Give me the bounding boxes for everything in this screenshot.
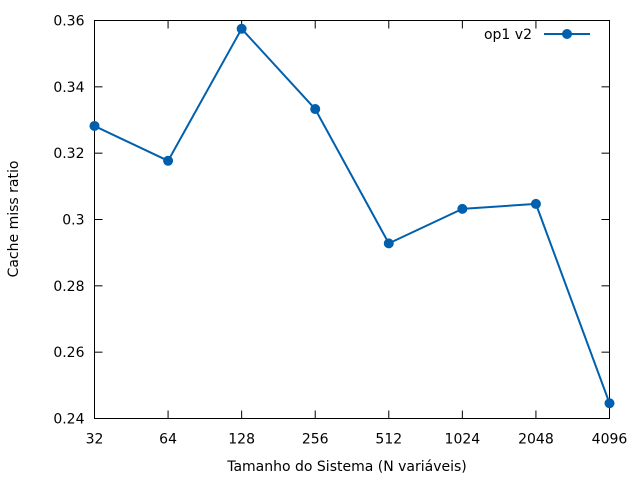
data-point [310,104,321,115]
data-point [383,238,394,249]
data-point [604,398,615,409]
y-tick-label: 0.32 [53,146,84,162]
data-point [530,198,541,209]
y-tick-label: 0.3 [62,213,84,229]
data-point [89,120,100,131]
y-tick-label: 0.34 [53,80,84,96]
data-point [457,203,468,214]
legend-marker [562,29,572,39]
y-tick-label: 0.28 [53,279,84,295]
y-axis-title: Cache miss ratio [6,161,22,278]
legend: op1 v2 [484,27,590,43]
series-line [94,27,611,404]
plot-frame [94,20,610,419]
series-layer [89,23,615,409]
x-tick-label: 64 [159,432,177,448]
y-tick-label: 0.24 [53,412,84,428]
x-tick-label: 128 [228,432,255,448]
x-tick-label: 2048 [518,432,554,448]
x-tick-label: 1024 [445,432,481,448]
y-tick-labels: 0.24 0.26 0.28 0.3 0.32 0.34 0.36 [53,14,84,428]
legend-label: op1 v2 [484,27,532,43]
data-point [236,23,247,34]
axis-ticks [94,20,610,419]
y-tick-label: 0.26 [53,345,84,361]
y-tick-label: 0.36 [53,14,84,30]
x-axis-title: Tamanho do Sistema (N variáveis) [226,459,467,475]
x-tick-label: 4096 [592,432,628,448]
data-point [163,155,174,166]
x-tick-label: 32 [86,432,104,448]
x-tick-label: 512 [375,432,402,448]
x-tick-labels: 32 64 128 256 512 1024 2048 4096 [86,432,628,448]
x-tick-label: 256 [302,432,329,448]
